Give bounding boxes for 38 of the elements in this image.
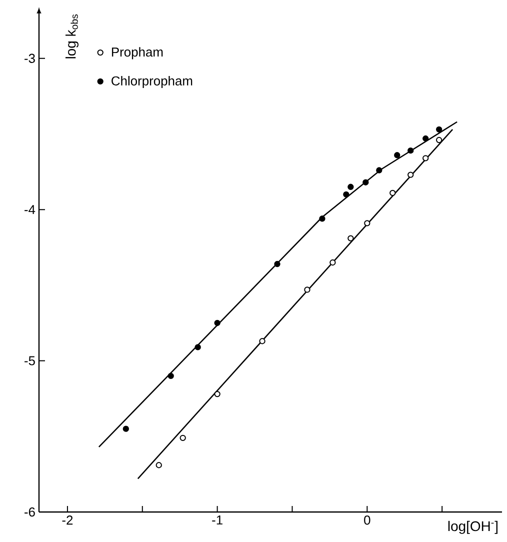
point [194,344,201,350]
point [156,462,162,468]
y-axis-title: log k$_{obs}$ [66,14,78,58]
point [364,220,370,226]
point [330,259,336,266]
point [436,136,442,144]
point [122,426,129,432]
y-tick-label: -4 [24,205,36,214]
x-axis-title: log[OH$^{-}$] [448,520,498,534]
point [422,155,429,162]
point [362,179,369,186]
point [180,434,186,441]
y-tick-label: -5 [24,356,35,366]
x-tick-label: 0 [364,516,370,525]
point [348,235,354,242]
legend-label: Chlorpropham [112,76,192,88]
point [168,372,174,379]
point [422,135,429,142]
point [319,216,326,222]
point [376,167,382,174]
point [394,152,400,158]
point [390,190,396,196]
point [408,172,414,178]
point [348,184,354,190]
legend-label: Propham [112,47,163,60]
line-series [98,121,458,448]
point [214,390,220,398]
point [274,260,280,268]
point [408,148,414,154]
x-tick-label: -2 [62,516,73,525]
point [214,320,220,326]
point [343,191,350,198]
point [304,286,310,293]
point [436,126,442,133]
y-tick-label: -3 [24,54,35,63]
y-tick-label: -6 [24,507,35,517]
point [259,338,266,344]
x-tick-label: -1 [212,516,222,524]
